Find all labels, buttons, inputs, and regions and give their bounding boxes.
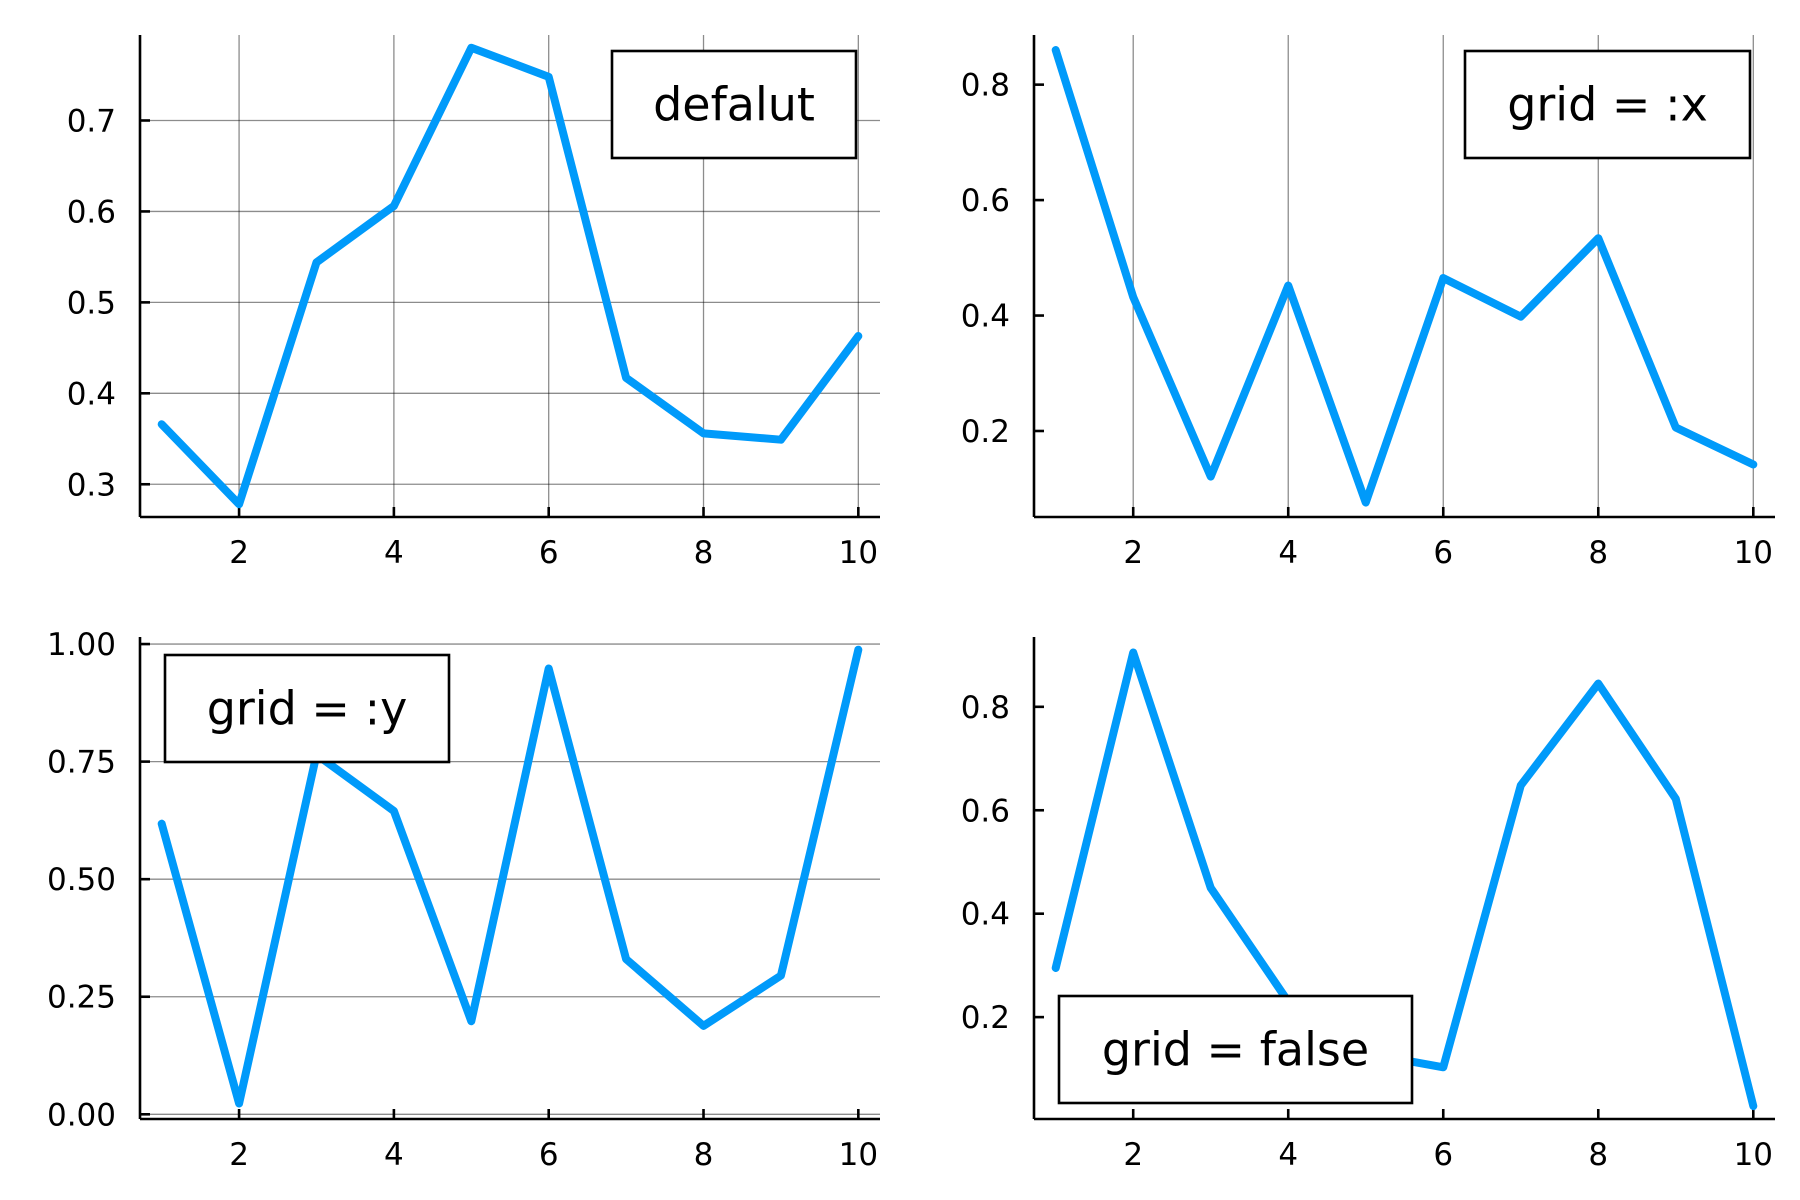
y-tick-label: 0.4: [961, 897, 1010, 933]
data-point: [1751, 462, 1756, 467]
data-point: [624, 375, 629, 380]
y-tick-label: 0.2: [961, 414, 1010, 450]
data-point: [1596, 681, 1601, 686]
legend-label: grid = false: [1102, 1023, 1369, 1077]
x-tick-label: 6: [1433, 535, 1453, 571]
data-point: [469, 45, 474, 50]
data-point: [701, 431, 706, 436]
data-point: [1053, 965, 1058, 970]
x-tick-label: 10: [1734, 1137, 1773, 1173]
x-tick-label: 6: [539, 1137, 559, 1173]
data-point: [1596, 236, 1601, 241]
data-point: [1518, 783, 1523, 788]
data-point: [1286, 283, 1291, 288]
x-tick-label: 8: [694, 535, 714, 571]
data-point: [314, 260, 319, 265]
x-tick-label: 4: [1278, 535, 1298, 571]
data-point: [1441, 276, 1446, 281]
legend: defalut: [610, 49, 858, 160]
data-point: [1131, 650, 1136, 655]
y-tick-label: 0.4: [961, 299, 1010, 335]
data-point: [469, 1019, 474, 1024]
subplot-4: 2 4 6 8 10 0.2 0.4 0.6 0.8 grid = false: [961, 637, 1775, 1173]
y-tick-label: 0.25: [47, 980, 116, 1016]
x-tick-label: 8: [1588, 535, 1608, 571]
subplot-2: 2 4 6 8 10 0.2 0.4 0.6 0.8 grid = :x: [961, 35, 1775, 571]
subplot-3: 2 4 6 8 10 0.00 0.25 0.50 0.75 1.00 grid = :y: [47, 627, 880, 1173]
legend-box: [610, 49, 858, 160]
x-tick-label: 6: [1433, 1137, 1453, 1173]
data-point: [624, 957, 629, 962]
y-tick-label: 0.6: [961, 793, 1010, 829]
data-point: [1363, 500, 1368, 505]
data-point: [1208, 885, 1213, 890]
data-point: [778, 973, 783, 978]
data-point: [1518, 314, 1523, 319]
y-tick-label: 0.8: [961, 690, 1010, 726]
data-point: [391, 808, 396, 813]
x-tick-label: 2: [1123, 1137, 1143, 1173]
x-tick-label: 8: [694, 1137, 714, 1173]
x-tick-label: 8: [1588, 1137, 1608, 1173]
y-tick-label: 0.4: [67, 376, 116, 412]
series-line: [157, 43, 863, 509]
data-point: [856, 334, 861, 339]
legend-box: [1057, 994, 1414, 1105]
data-point: [1673, 796, 1678, 801]
data-point: [701, 1023, 706, 1028]
data-point: [856, 647, 861, 652]
data-point: [1131, 295, 1136, 300]
x-tick-label: 10: [839, 535, 878, 571]
data-point: [237, 502, 242, 507]
data-point: [159, 422, 164, 427]
x-tick-label: 4: [384, 1137, 404, 1173]
data-point: [546, 666, 551, 671]
x-tick-label: 10: [1734, 535, 1773, 571]
legend-label: grid = :y: [207, 682, 408, 736]
data-point: [391, 203, 396, 208]
data-point: [1053, 48, 1058, 53]
data-point: [546, 74, 551, 79]
x-tick-label: 4: [384, 535, 404, 571]
legend-box: [1463, 49, 1752, 160]
y-tick-label: 0.75: [47, 745, 116, 781]
data-point: [778, 437, 783, 442]
y-tick-label: 1.00: [47, 627, 116, 663]
y-tick-label: 0.6: [67, 194, 116, 230]
x-tick-label: 2: [229, 1137, 249, 1173]
legend-box: [163, 653, 451, 764]
x-tick-label: 10: [839, 1137, 878, 1173]
data-point: [1673, 425, 1678, 430]
y-tick-label: 0.8: [961, 68, 1010, 104]
x-tick-label: 6: [539, 535, 559, 571]
data-point: [1751, 1104, 1756, 1109]
y-tick-label: 0.00: [47, 1097, 116, 1133]
y-tick-label: 0.5: [67, 285, 116, 321]
x-tick-label: 2: [1123, 535, 1143, 571]
legend-label: grid = :x: [1507, 78, 1708, 132]
data-point: [237, 1101, 242, 1106]
y-tick-label: 0.3: [67, 467, 116, 503]
legend-label: defalut: [653, 78, 815, 132]
y-tick-label: 0.6: [961, 183, 1010, 219]
data-point: [1441, 1065, 1446, 1070]
legend: grid = :y: [163, 653, 451, 764]
y-tick-label: 0.7: [67, 103, 116, 139]
x-tick-label: 4: [1278, 1137, 1298, 1173]
data-point: [1208, 474, 1213, 479]
subplot-1: 2 4 6 8 10 0.3 0.4 0.5 0.6 0.7 defalut: [67, 35, 880, 571]
series-line: [1051, 46, 1758, 507]
series-line: [157, 645, 863, 1108]
x-tick-label: 2: [229, 535, 249, 571]
y-tick-label: 0.2: [961, 1000, 1010, 1036]
legend: grid = :x: [1463, 49, 1752, 160]
y-tick-label: 0.50: [47, 862, 116, 898]
data-point: [159, 821, 164, 826]
legend: grid = false: [1057, 994, 1414, 1105]
